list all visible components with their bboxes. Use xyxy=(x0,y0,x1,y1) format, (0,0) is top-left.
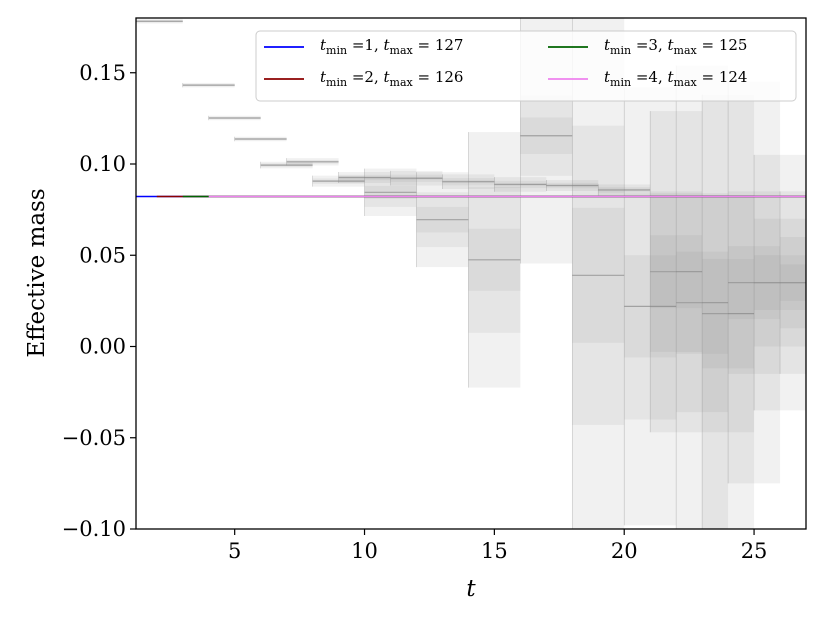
effective-mass-point xyxy=(571,18,625,529)
effective-mass-point xyxy=(260,161,313,169)
effective-mass-band xyxy=(702,94,755,529)
x-tick-label: 15 xyxy=(481,539,508,563)
x-tick-label: 20 xyxy=(611,539,638,563)
effective-mass-point xyxy=(779,191,806,374)
effective-mass-point xyxy=(182,82,235,88)
effective-mass-point xyxy=(468,132,521,388)
effective-mass-point xyxy=(416,172,469,268)
effective-mass-point xyxy=(597,184,651,196)
legend-label: tmin =4, tmax = 124 xyxy=(604,68,747,89)
legend-box xyxy=(255,30,797,102)
x-tick-label: 5 xyxy=(228,539,241,563)
effective-mass-point xyxy=(494,177,547,192)
effective-mass-point xyxy=(546,180,599,192)
x-tick-label: 10 xyxy=(351,539,378,563)
effective-mass-point xyxy=(701,94,755,529)
effective-mass-point xyxy=(338,172,391,183)
x-tick-label: 25 xyxy=(741,539,768,563)
legend-label: tmin =2, tmax = 126 xyxy=(320,68,463,89)
legend-label: tmin =3, tmax = 125 xyxy=(604,36,747,57)
plot-frame xyxy=(135,17,807,530)
effective-mass-point xyxy=(286,158,339,166)
y-tick-label: −0.05 xyxy=(62,426,126,450)
legend-entry: tmin =2, tmax = 126 xyxy=(264,68,463,89)
effective-mass-point xyxy=(312,175,365,187)
legend-entry: tmin =3, tmax = 125 xyxy=(548,36,747,57)
effective-mass-point xyxy=(390,170,443,186)
x-axis-label: t xyxy=(466,576,476,602)
y-tick-label: 0.00 xyxy=(79,335,126,359)
y-tick-label: 0.10 xyxy=(79,152,126,176)
effective-mass-point xyxy=(208,115,261,121)
y-axis-label: Effective mass xyxy=(24,188,50,357)
y-axis-ticks: 0.15 0.10 0.05 0.00 −0.05 −0.10 xyxy=(62,61,136,541)
y-tick-label: 0.05 xyxy=(79,243,126,267)
effective-mass-band xyxy=(676,65,729,529)
effective-mass-point xyxy=(623,87,677,526)
legend-entry: tmin =4, tmax = 124 xyxy=(548,68,747,89)
effective-mass-point xyxy=(364,168,417,217)
legend-entry: tmin =1, tmax = 127 xyxy=(264,36,463,57)
effective-mass-point xyxy=(675,65,729,529)
effective-mass-point xyxy=(649,111,703,433)
legend-label: tmin =1, tmax = 127 xyxy=(320,36,463,57)
effective-mass-point xyxy=(136,19,183,24)
x-axis-ticks: 5 10 15 20 25 xyxy=(228,529,767,563)
effective-mass-bands xyxy=(136,18,806,529)
y-tick-label: 0.15 xyxy=(79,61,126,85)
effective-mass-point xyxy=(234,136,287,142)
y-tick-label: −0.10 xyxy=(62,517,126,541)
effective-mass-point xyxy=(442,174,495,190)
legend: tmin =1, tmax = 127 tmin =2, tmax = 126 tm… xyxy=(255,30,797,102)
effective-mass-band xyxy=(572,18,625,529)
